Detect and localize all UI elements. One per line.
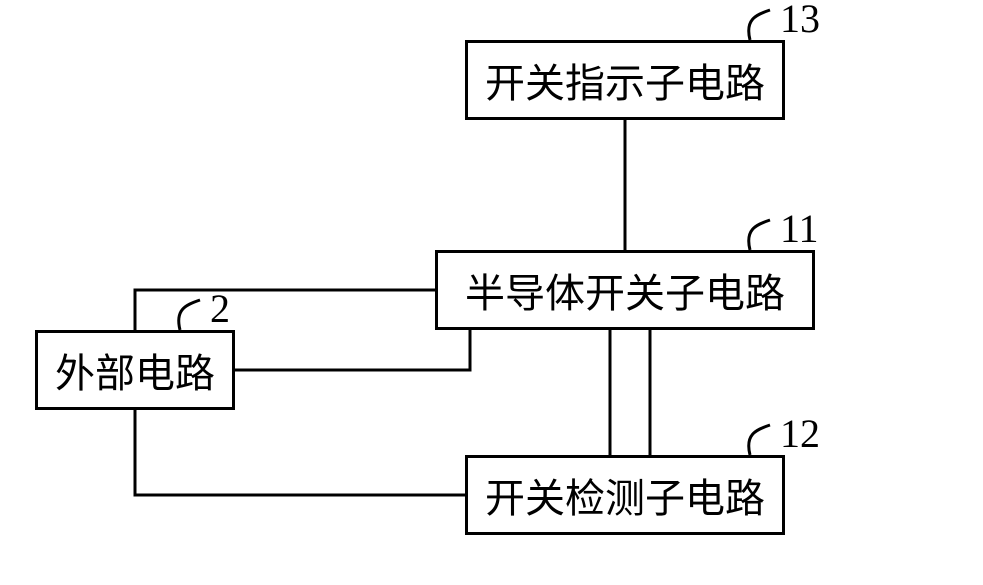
- ref-label-12: 12: [780, 410, 820, 457]
- node-switch-detection-label: 开关检测子电路: [485, 466, 765, 524]
- node-switch-detection: 开关检测子电路: [465, 455, 785, 535]
- node-switch-indicator: 开关指示子电路: [465, 40, 785, 120]
- node-semiconductor-switch: 半导体开关子电路: [435, 250, 815, 330]
- node-semiconductor-switch-label: 半导体开关子电路: [465, 261, 785, 319]
- node-switch-indicator-label: 开关指示子电路: [485, 51, 765, 109]
- node-external-circuit: 外部电路: [35, 330, 235, 410]
- node-external-circuit-label: 外部电路: [55, 341, 215, 399]
- block-diagram: 开关指示子电路 13 半导体开关子电路 11 开关检测子电路 12 外部电路 2: [0, 0, 983, 585]
- ref-label-11: 11: [780, 205, 819, 252]
- ref-label-2: 2: [210, 285, 230, 332]
- ref-label-13: 13: [780, 0, 820, 42]
